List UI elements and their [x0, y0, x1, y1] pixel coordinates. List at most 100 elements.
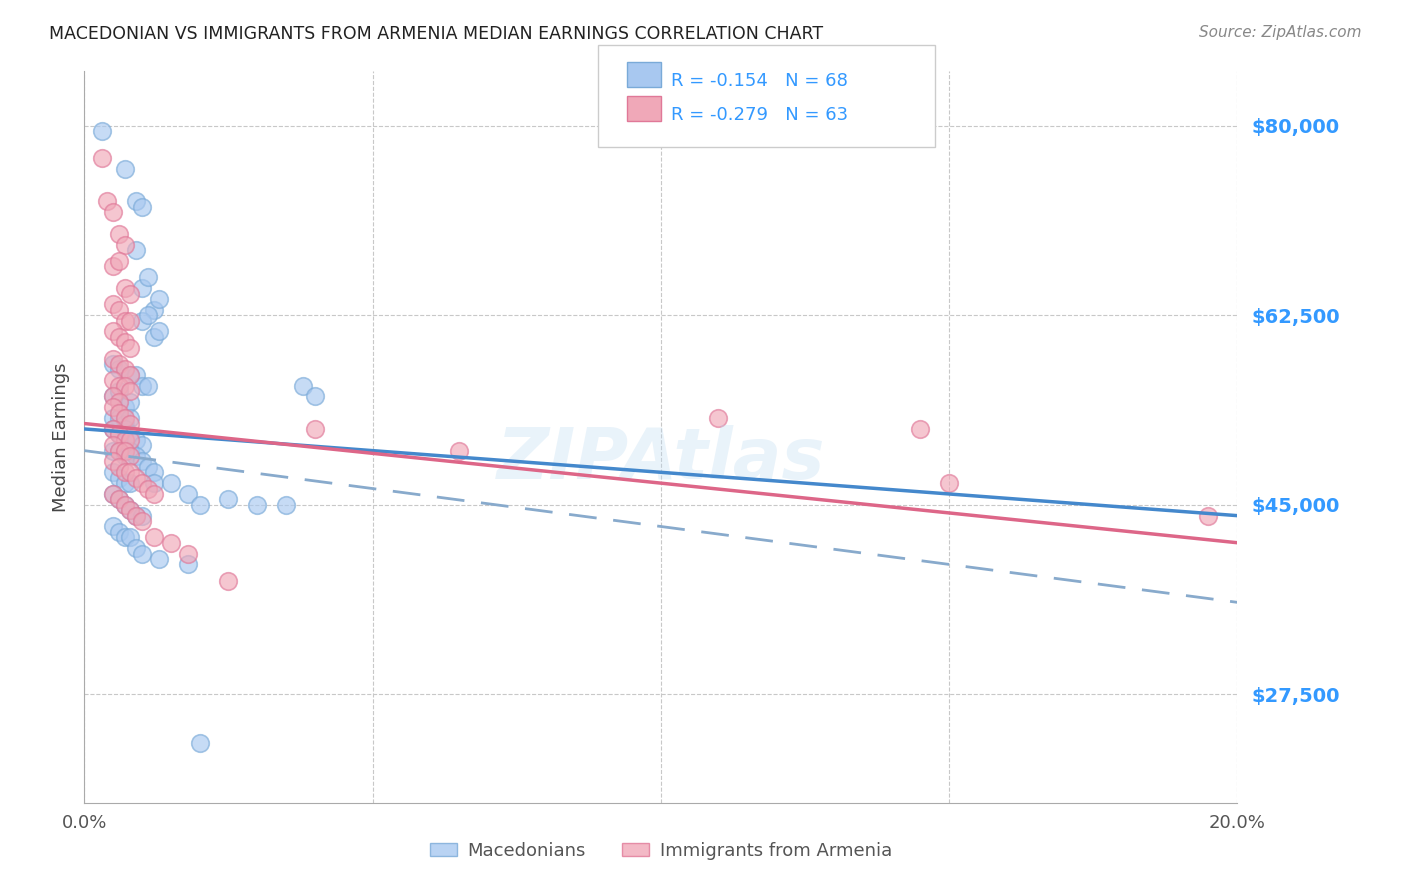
Point — [90, 151, 112, 165]
Point — [177, 547, 200, 561]
Point — [148, 325, 170, 339]
Point — [120, 433, 142, 447]
Text: ZIPAtlas: ZIPAtlas — [496, 425, 825, 493]
Point — [131, 438, 153, 452]
Point — [218, 574, 240, 588]
Point — [114, 449, 136, 463]
Point — [304, 389, 326, 403]
Point — [103, 205, 124, 219]
Point — [108, 384, 131, 398]
Point — [120, 503, 142, 517]
Point — [108, 492, 131, 507]
Point — [108, 302, 131, 317]
Point — [108, 443, 131, 458]
Point — [103, 325, 124, 339]
Point — [120, 341, 142, 355]
Point — [120, 286, 142, 301]
Point — [114, 335, 136, 350]
Point — [131, 281, 153, 295]
Point — [108, 227, 131, 241]
Point — [125, 541, 148, 556]
Point — [304, 422, 326, 436]
Y-axis label: Median Earnings: Median Earnings — [52, 362, 70, 512]
Point — [131, 547, 153, 561]
Point — [114, 362, 136, 376]
Point — [910, 422, 932, 436]
Point — [103, 443, 124, 458]
Point — [108, 357, 131, 371]
Point — [108, 395, 131, 409]
Point — [108, 362, 131, 376]
Point — [114, 417, 136, 431]
Point — [114, 237, 136, 252]
Legend: Macedonians, Immigrants from Armenia: Macedonians, Immigrants from Armenia — [422, 835, 900, 867]
Point — [938, 476, 960, 491]
Point — [142, 487, 165, 501]
Point — [125, 471, 148, 485]
Point — [103, 422, 124, 436]
Point — [142, 302, 165, 317]
Point — [120, 530, 142, 544]
Point — [114, 378, 136, 392]
Point — [125, 449, 148, 463]
Point — [136, 308, 159, 322]
Point — [90, 124, 112, 138]
Point — [136, 482, 159, 496]
Point — [125, 508, 148, 523]
Point — [103, 465, 124, 479]
Point — [136, 270, 159, 285]
Point — [125, 368, 148, 382]
Point — [120, 411, 142, 425]
Point — [103, 422, 124, 436]
Point — [125, 243, 148, 257]
Point — [177, 558, 200, 572]
Point — [142, 465, 165, 479]
Point — [108, 492, 131, 507]
Point — [160, 535, 183, 549]
Text: MACEDONIAN VS IMMIGRANTS FROM ARMENIA MEDIAN EARNINGS CORRELATION CHART: MACEDONIAN VS IMMIGRANTS FROM ARMENIA ME… — [49, 25, 824, 43]
Point — [131, 476, 153, 491]
Point — [177, 487, 200, 501]
Point — [103, 438, 124, 452]
Point — [120, 417, 142, 431]
Point — [142, 476, 165, 491]
Point — [103, 357, 124, 371]
Point — [1198, 508, 1220, 523]
Point — [108, 524, 131, 539]
Point — [120, 443, 142, 458]
Point — [108, 471, 131, 485]
Point — [108, 427, 131, 442]
Point — [131, 454, 153, 468]
Point — [114, 465, 136, 479]
Point — [114, 530, 136, 544]
Point — [103, 373, 124, 387]
Point — [125, 508, 148, 523]
Point — [108, 378, 131, 392]
Point — [96, 194, 118, 209]
Point — [125, 194, 148, 209]
Point — [142, 530, 165, 544]
Point — [103, 260, 124, 274]
Point — [125, 433, 148, 447]
Point — [131, 514, 153, 528]
Point — [131, 378, 153, 392]
Point — [108, 254, 131, 268]
Point — [148, 552, 170, 566]
Point — [131, 508, 153, 523]
Point — [120, 313, 142, 327]
Point — [120, 427, 142, 442]
Point — [108, 443, 131, 458]
Point — [276, 498, 298, 512]
Point — [108, 427, 131, 442]
Point — [120, 395, 142, 409]
Point — [103, 454, 124, 468]
Point — [103, 519, 124, 533]
Point — [160, 476, 183, 491]
Point — [120, 476, 142, 491]
Point — [136, 459, 159, 474]
Point — [148, 292, 170, 306]
Point — [131, 313, 153, 327]
Point — [103, 389, 124, 403]
Text: Source: ZipAtlas.com: Source: ZipAtlas.com — [1198, 25, 1361, 40]
Point — [114, 313, 136, 327]
